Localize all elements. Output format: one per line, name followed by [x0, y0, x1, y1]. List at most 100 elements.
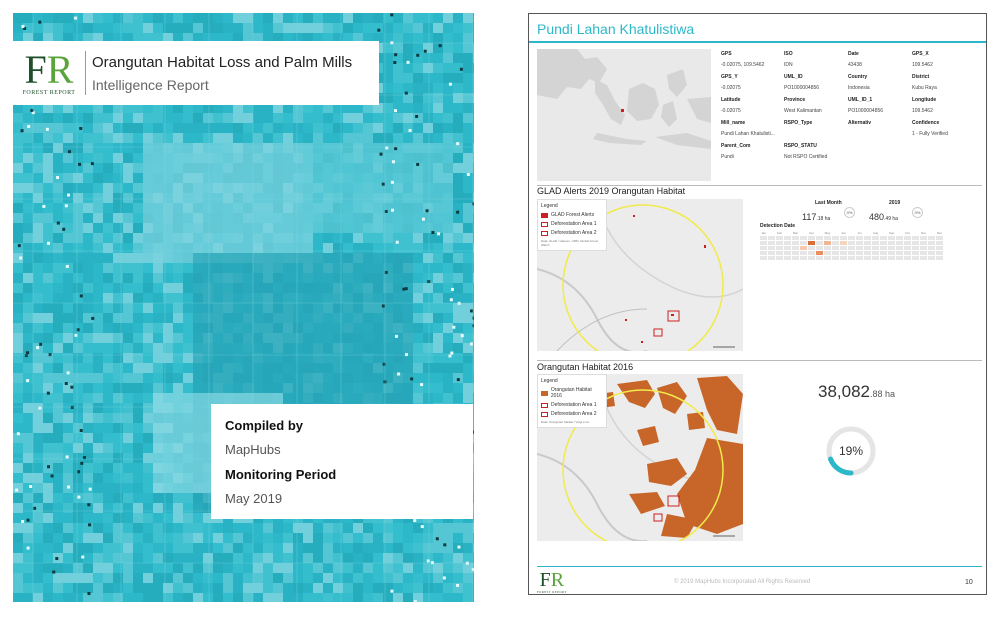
- calendar-cell: [864, 241, 871, 245]
- attribute-item: GPS_X 109.5462: [912, 51, 933, 68]
- calendar-cell: [816, 236, 823, 240]
- report-cover: FR FOREST REPORT Orangutan Habitat Loss …: [13, 13, 474, 602]
- calendar-cell: [816, 251, 823, 255]
- calendar-cell: [920, 256, 927, 260]
- year-change: 0%: [912, 207, 923, 218]
- calendar-cell: [888, 251, 895, 255]
- calendar-cell: [760, 256, 767, 260]
- monitoring-period-label: Monitoring Period: [225, 467, 337, 482]
- calendar-cell: [880, 236, 887, 240]
- calendar-cell: [776, 236, 783, 240]
- calendar-cell: [904, 256, 911, 260]
- last-month-value: 117.18 ha: [802, 212, 831, 222]
- calendar-cell: [840, 241, 847, 245]
- calendar-cell: [920, 246, 927, 250]
- calendar-cell: [832, 251, 839, 255]
- calendar-cell: [848, 236, 855, 240]
- calendar-month-label: Dec: [936, 231, 943, 235]
- calendar-cell: [856, 236, 863, 240]
- calendar-cell: [768, 236, 775, 240]
- attribute-item: Alternativ: [848, 120, 872, 126]
- calendar-cell: [880, 251, 887, 255]
- calendar-cell: [760, 236, 767, 240]
- calendar-month-label: [800, 231, 807, 235]
- cover-subtitle: Intelligence Report: [92, 76, 209, 93]
- calendar-cell: [864, 256, 871, 260]
- calendar-cell: [792, 246, 799, 250]
- cover-title: Orangutan Habitat Loss and Palm Mills: [92, 53, 353, 71]
- calendar-cell: [880, 256, 887, 260]
- year-label: 2019: [889, 200, 901, 206]
- year-value: 480.49 ha: [869, 212, 898, 222]
- calendar-cell: [856, 251, 863, 255]
- calendar-month-label: [832, 231, 839, 235]
- calendar-month-label: [816, 231, 823, 235]
- mill-title: Pundi Lahan Khatulistiwa: [537, 21, 695, 37]
- calendar-cell: [896, 236, 903, 240]
- calendar-month-label: Jul: [857, 231, 862, 235]
- mill-attributes: GPS -0.02075, 109.5462 ISO IDN Date 43438 GPS_…: [721, 51, 983, 160]
- calendar-cell: [896, 256, 903, 260]
- calendar-cell: [904, 241, 911, 245]
- attribute-item: Mill_name Pundi Lahan Khatulisti...: [721, 120, 775, 137]
- section-divider: [537, 185, 982, 186]
- footer-rule: [537, 566, 982, 567]
- mill-location-marker: [621, 109, 624, 112]
- calendar-month-label: Aug: [872, 231, 879, 235]
- calendar-cell: [912, 246, 919, 250]
- calendar-cell: [856, 256, 863, 260]
- calendar-month-label: [768, 231, 775, 235]
- calendar-month-label: Jun: [841, 231, 846, 235]
- calendar-month-label: Feb: [776, 231, 783, 235]
- calendar-cell: [928, 246, 935, 250]
- calendar-cell: [880, 241, 887, 245]
- attribute-item: RSPO_STATU Not RSPO Certified: [784, 143, 828, 160]
- calendar-cell: [904, 236, 911, 240]
- calendar-cell: [912, 241, 919, 245]
- calendar-cell: [936, 241, 943, 245]
- calendar-cell: [808, 236, 815, 240]
- glad-alerts-map: Legend GLAD Forest Alerts Deforestation …: [537, 199, 743, 351]
- calendar-cell: [832, 256, 839, 260]
- calendar-cell: [840, 236, 847, 240]
- title-divider: [85, 51, 86, 95]
- calendar-cell: [816, 256, 823, 260]
- calendar-cell: [792, 251, 799, 255]
- calendar-cell: [904, 251, 911, 255]
- calendar-month-label: [848, 231, 855, 235]
- footer-forest-report-logo: FR FOREST REPORT: [537, 569, 567, 594]
- calendar-cell: [920, 241, 927, 245]
- calendar-cell: [776, 256, 783, 260]
- calendar-month-label: Jan: [761, 231, 766, 235]
- calendar-cell: [888, 236, 895, 240]
- section-divider: [537, 360, 982, 361]
- calendar-cell: [784, 251, 791, 255]
- calendar-cell: [904, 246, 911, 250]
- calendar-cell: [848, 246, 855, 250]
- calendar-cell: [824, 246, 831, 250]
- detection-date-calendar: Jan Feb Mar Apr May Jun Jul Aug Sep Oct Nov Dec: [760, 231, 943, 260]
- calendar-cell: [912, 256, 919, 260]
- calendar-cell: [784, 241, 791, 245]
- cover-title-box: FR FOREST REPORT Orangutan Habitat Loss …: [13, 41, 379, 105]
- calendar-month-label: Sep: [888, 231, 895, 235]
- calendar-month-label: Apr: [809, 231, 814, 235]
- calendar-cell: [776, 251, 783, 255]
- attribute-item: Confidence 1 - Fully Verified: [912, 120, 948, 137]
- calendar-month-label: [896, 231, 903, 235]
- calendar-cell: [776, 246, 783, 250]
- calendar-cell: [872, 236, 879, 240]
- last-month-label: Last Month: [815, 200, 842, 206]
- calendar-cell: [800, 251, 807, 255]
- calendar-cell: [928, 251, 935, 255]
- attribute-item: UML_ID PO1000004856: [784, 74, 820, 91]
- calendar-month-label: [912, 231, 919, 235]
- calendar-cell: [840, 251, 847, 255]
- calendar-cell: [880, 246, 887, 250]
- calendar-cell: [808, 251, 815, 255]
- calendar-cell: [912, 236, 919, 240]
- calendar-month-label: [864, 231, 871, 235]
- calendar-cell: [784, 256, 791, 260]
- buffer-ring: [562, 389, 724, 541]
- calendar-cell: [896, 251, 903, 255]
